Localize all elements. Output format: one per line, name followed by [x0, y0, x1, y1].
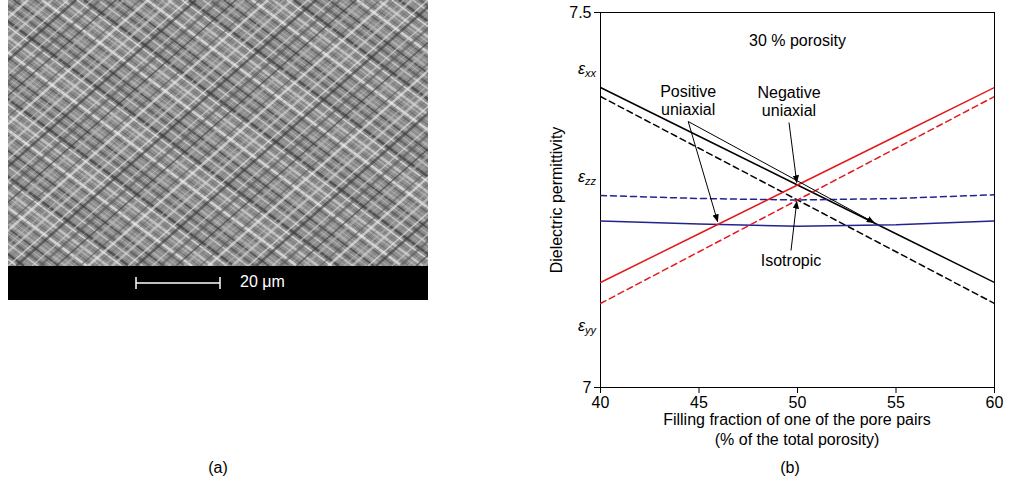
svg-text:εzz: εzz	[578, 168, 597, 187]
svg-text:60: 60	[986, 394, 1004, 411]
svg-text:55: 55	[887, 394, 905, 411]
svg-text:7: 7	[583, 379, 592, 396]
svg-text:εxx: εxx	[578, 60, 597, 79]
svg-text:Dielectric permittivity: Dielectric permittivity	[548, 127, 565, 274]
html-text:(b): (b)	[780, 459, 800, 476]
svg-text:30 % porosity: 30 % porosity	[749, 32, 846, 49]
svg-text:20 μm: 20 μm	[240, 273, 285, 290]
svg-text:50: 50	[789, 394, 807, 411]
svg-text:7.5: 7.5	[569, 4, 591, 21]
svg-text:Negative: Negative	[757, 84, 820, 101]
svg-text:Positive: Positive	[660, 83, 716, 100]
svg-text:40: 40	[592, 394, 610, 411]
svg-text:Filling fraction of one of the: Filling fraction of one of the pore pair…	[663, 411, 931, 428]
svg-text:(% of the total porosity): (% of the total porosity)	[715, 431, 880, 448]
svg-text:uniaxial: uniaxial	[762, 102, 816, 119]
svg-text:uniaxial: uniaxial	[661, 101, 715, 118]
svg-text:45: 45	[690, 394, 708, 411]
svg-text:εyy: εyy	[578, 317, 598, 336]
html-text:(a): (a)	[208, 459, 228, 476]
svg-text:Isotropic: Isotropic	[761, 252, 821, 269]
